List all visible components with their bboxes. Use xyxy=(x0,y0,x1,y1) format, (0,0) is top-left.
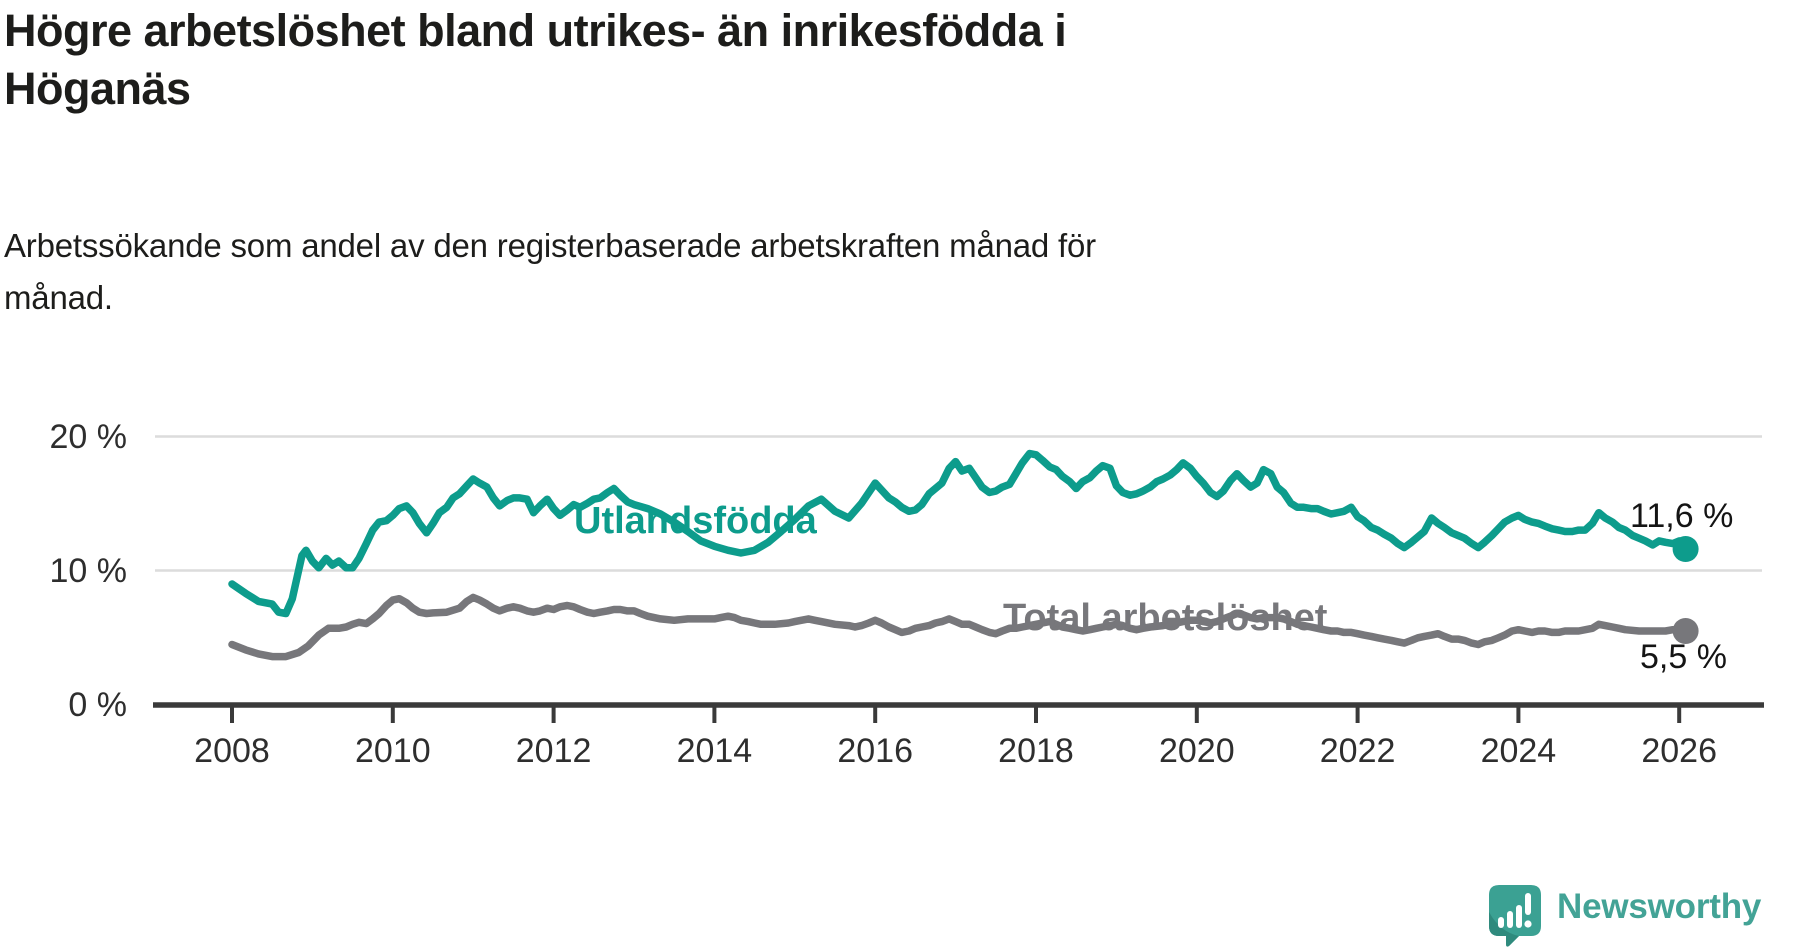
x-tick-label-2020: 2020 xyxy=(1158,732,1235,770)
y-tick-label-20: 20 % xyxy=(49,418,128,456)
subtitle-line-1: Arbetssökande som andel av den registerb… xyxy=(4,227,1096,264)
chart-subtitle: Arbetssökande som andel av den registerb… xyxy=(4,220,1564,324)
total-end-value-label: 5,5 % xyxy=(1640,638,1727,676)
utlandsfodda-series-label: Utlandsfödda xyxy=(574,500,817,542)
utlandsfodda-end-value-label: 11,6 % xyxy=(1630,497,1734,535)
newsworthy-speech-bubble-icon xyxy=(1489,885,1541,947)
x-tick-label-2024: 2024 xyxy=(1480,732,1557,770)
total-arbetsloshet-series-label: Total arbetslöshet xyxy=(1003,597,1328,639)
total-end-dot xyxy=(1672,618,1699,644)
x-tick-label-2014: 2014 xyxy=(676,732,753,770)
x-tick-label-2012: 2012 xyxy=(515,732,592,770)
utlandsfodda-line xyxy=(228,449,1690,618)
x-tick-label-2010: 2010 xyxy=(354,732,431,770)
utlandsfodda-end-dot xyxy=(1672,536,1699,562)
newsworthy-logo: Newsworthy xyxy=(1488,884,1761,948)
x-axis-ticks xyxy=(230,707,1682,723)
subtitle-line-2: månad. xyxy=(4,279,113,316)
title-line-1: Högre arbetslöshet bland utrikes- än inr… xyxy=(4,5,1067,56)
x-tick-label-2018: 2018 xyxy=(998,732,1074,770)
total-arbetsloshet-line xyxy=(228,593,1690,661)
x-tick-label-2022: 2022 xyxy=(1319,732,1396,770)
x-tick-label-2016: 2016 xyxy=(837,732,913,770)
x-tick-label-2008: 2008 xyxy=(194,732,270,770)
page-title: Högre arbetslöshet bland utrikes- än inr… xyxy=(4,2,1504,118)
title-line-2: Höganäs xyxy=(4,63,191,114)
x-tick-label-2026: 2026 xyxy=(1641,732,1717,770)
y-tick-label-0: 0 % xyxy=(68,686,127,724)
newsworthy-logo-text: Newsworthy xyxy=(1557,887,1762,926)
y-tick-label-10: 10 % xyxy=(49,552,128,590)
